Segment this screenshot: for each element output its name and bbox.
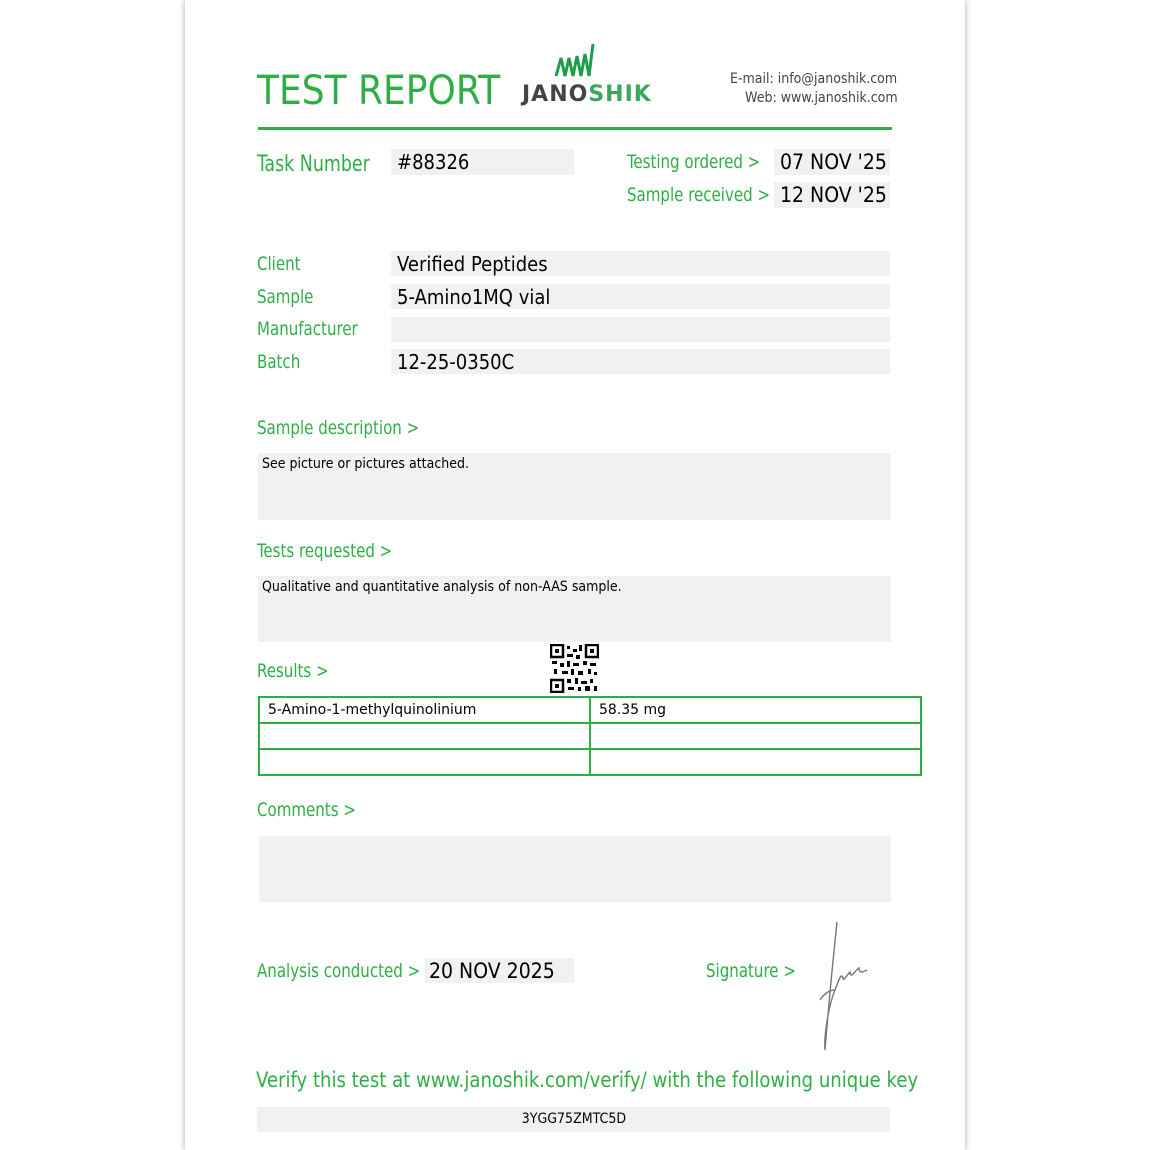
janoshik-logo-icon xyxy=(554,43,595,77)
contact-web: Web: www.janoshik.com xyxy=(745,90,898,106)
results-compound xyxy=(258,748,591,776)
comments-label: Comments > xyxy=(257,799,356,821)
table-row: 5-Amino-1-methylquinolinium 58.35 mg xyxy=(258,696,922,724)
report-title: TEST REPORT xyxy=(257,68,501,114)
results-table: 5-Amino-1-methylquinolinium 58.35 mg xyxy=(258,696,922,776)
analysis-conducted-field: 20 NOV 2025 xyxy=(425,958,574,983)
results-amount xyxy=(589,722,922,750)
signature-label: Signature > xyxy=(706,960,796,982)
comments-box xyxy=(259,836,891,902)
tests-requested-label: Tests requested > xyxy=(257,540,393,562)
manufacturer-field xyxy=(391,317,890,342)
table-row xyxy=(258,722,922,750)
signature-icon xyxy=(819,921,868,1051)
verification-key-field: 3YGG75ZMTC5D xyxy=(257,1107,890,1132)
janoshik-logo-text: JANOSHIK xyxy=(522,82,652,107)
batch-field: 12-25-0350C xyxy=(391,349,890,374)
task-number-field: #88326 xyxy=(391,149,574,175)
results-amount: 58.35 mg xyxy=(589,696,922,724)
sample-label: Sample xyxy=(257,286,314,308)
sample-received-field: 12 NOV '25 xyxy=(774,182,890,208)
client-field: Verified Peptides xyxy=(391,251,890,276)
manufacturer-label: Manufacturer xyxy=(257,318,358,340)
sample-received-label: Sample received > xyxy=(627,184,771,206)
tests-requested-box: Qualitative and quantitative analysis of… xyxy=(258,576,891,642)
qr-code-icon xyxy=(550,644,599,693)
testing-ordered-label: Testing ordered > xyxy=(627,151,761,173)
results-label: Results > xyxy=(257,660,329,682)
verify-instructions: Verify this test at www.janoshik.com/ver… xyxy=(256,1068,919,1092)
analysis-conducted-label: Analysis conducted > xyxy=(257,960,421,982)
sample-field: 5-Amino1MQ vial xyxy=(391,284,890,309)
results-compound: 5-Amino-1-methylquinolinium xyxy=(258,696,591,724)
results-amount xyxy=(589,748,922,776)
sample-description-label: Sample description > xyxy=(257,417,420,439)
results-compound xyxy=(258,722,591,750)
batch-label: Batch xyxy=(257,351,301,373)
header-divider xyxy=(258,127,892,130)
contact-email: E-mail: info@janoshik.com xyxy=(730,71,898,87)
client-label: Client xyxy=(257,253,301,275)
table-row xyxy=(258,748,922,776)
sample-description-box: See picture or pictures attached. xyxy=(258,453,891,520)
testing-ordered-field: 07 NOV '25 xyxy=(774,149,890,175)
task-number-label: Task Number xyxy=(257,152,370,177)
